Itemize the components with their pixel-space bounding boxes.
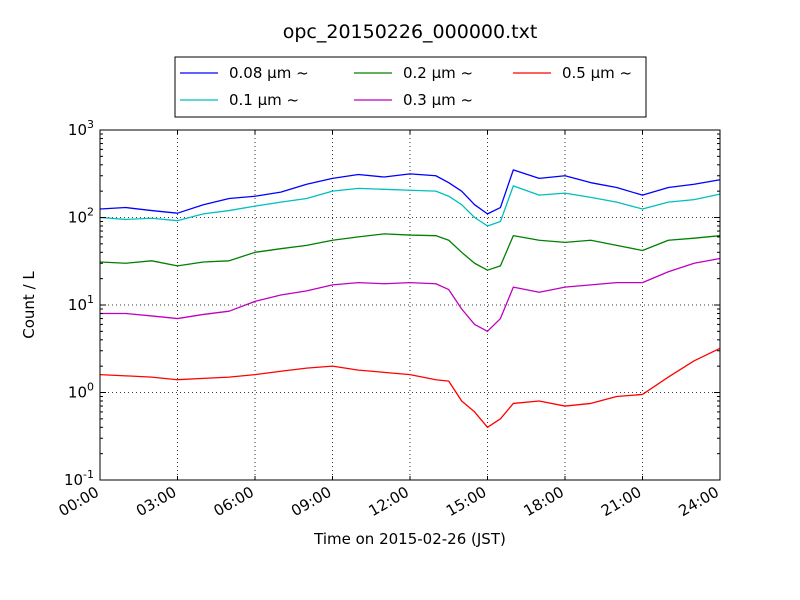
y-tick-label-base: 10 <box>68 296 87 314</box>
legend-label: 0.5 μm ~ <box>562 64 632 82</box>
y-axis-label: Count / L <box>20 271 38 339</box>
chart-title: opc_20150226_000000.txt <box>283 21 538 43</box>
y-tick-label-base: 10 <box>68 209 87 227</box>
y-tick-label-exponent: 2 <box>87 206 94 219</box>
legend: 0.08 μm ~ 0.1 μm ~ 0.2 μm ~ 0.3 μm ~ 0.5 μm … <box>174 56 647 118</box>
series-line <box>99 185 721 227</box>
y-tick-label: 10-1 <box>64 468 94 489</box>
series-layer <box>99 169 721 428</box>
y-tick-label: 100 <box>68 381 94 402</box>
series-line <box>99 347 721 428</box>
grid <box>100 130 720 480</box>
y-tick-label: 103 <box>68 118 94 139</box>
ticks <box>99 129 721 481</box>
y-tick-label-exponent: 0 <box>87 381 94 394</box>
legend-label: 0.2 μm ~ <box>403 64 473 82</box>
y-tick-label-base: 10 <box>68 384 87 402</box>
y-tick-label-exponent: 3 <box>87 118 94 131</box>
series-line <box>100 257 721 332</box>
legend-label: 0.08 μm ~ <box>229 64 309 82</box>
y-tick-label-base: 10 <box>64 471 83 489</box>
x-axis-label: Time on 2015-02-26 (JST) <box>313 530 506 548</box>
legend-label: 0.3 μm ~ <box>403 91 473 109</box>
y-tick-label-exponent: -1 <box>83 468 94 481</box>
y-tick-label: 102 <box>68 206 94 227</box>
y-tick-label: 101 <box>68 293 94 314</box>
y-tick-label-base: 10 <box>68 121 87 139</box>
series-line <box>99 233 721 271</box>
legend-box <box>174 56 647 118</box>
series-line <box>99 169 721 215</box>
y-tick-label-exponent: 1 <box>87 293 94 306</box>
legend-label: 0.1 μm ~ <box>229 91 299 109</box>
